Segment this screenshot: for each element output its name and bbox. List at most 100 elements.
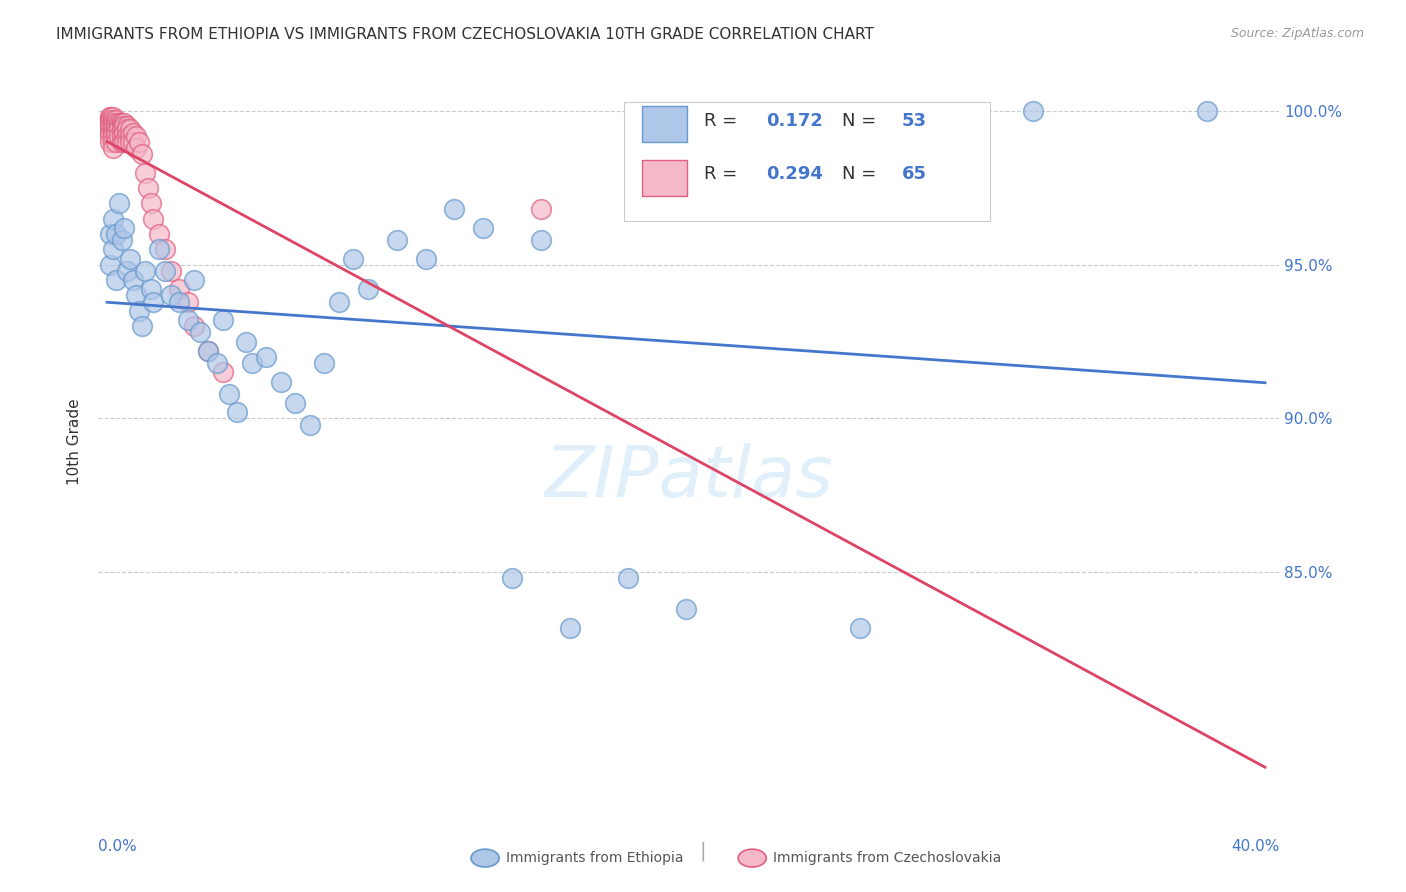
Point: [790, 202, 813, 217]
Point: [443, 202, 465, 217]
Point: [125, 128, 148, 143]
Point: [501, 571, 523, 585]
Point: [142, 211, 165, 226]
Point: [131, 319, 153, 334]
Point: [117, 120, 139, 134]
Point: [153, 264, 176, 278]
Point: [117, 264, 139, 278]
Point: [101, 243, 124, 257]
Point: [117, 128, 139, 143]
Point: [107, 116, 129, 130]
Point: [98, 110, 121, 124]
Point: [114, 120, 136, 134]
Point: [114, 116, 136, 130]
Point: [148, 227, 170, 241]
Text: Immigrants from Czechoslovakia: Immigrants from Czechoslovakia: [773, 851, 1001, 865]
Point: [385, 233, 408, 247]
Point: [218, 387, 240, 401]
Point: [120, 128, 142, 143]
Point: [183, 319, 205, 334]
Point: [848, 621, 870, 635]
Point: [205, 356, 228, 370]
Point: [212, 365, 235, 379]
Point: [101, 211, 124, 226]
Point: [128, 304, 150, 318]
Text: IMMIGRANTS FROM ETHIOPIA VS IMMIGRANTS FROM CZECHOSLOVAKIA 10TH GRADE CORRELATIO: IMMIGRANTS FROM ETHIOPIA VS IMMIGRANTS F…: [56, 27, 875, 42]
Point: [98, 120, 121, 134]
Text: 53: 53: [901, 112, 927, 130]
Point: [110, 122, 132, 136]
Point: [101, 135, 124, 149]
Point: [134, 264, 156, 278]
Text: 0.0%: 0.0%: [98, 838, 138, 854]
Point: [98, 227, 121, 241]
Text: 0.172: 0.172: [766, 112, 823, 130]
Point: [472, 220, 495, 235]
Point: [101, 141, 124, 155]
Point: [136, 181, 159, 195]
Point: [120, 122, 142, 136]
Text: Immigrants from Ethiopia: Immigrants from Ethiopia: [506, 851, 683, 865]
Point: [188, 326, 211, 340]
Point: [1022, 103, 1045, 118]
Text: |: |: [700, 841, 706, 861]
Point: [128, 135, 150, 149]
Point: [142, 294, 165, 309]
Point: [98, 258, 121, 272]
Point: [617, 571, 640, 585]
Point: [197, 343, 219, 358]
Point: [183, 273, 205, 287]
Bar: [641, 160, 686, 196]
Point: [104, 273, 127, 287]
Point: [122, 126, 145, 140]
Point: [107, 128, 129, 143]
Point: [159, 264, 181, 278]
Point: [169, 282, 191, 296]
Point: [177, 294, 200, 309]
Point: [98, 126, 121, 140]
Point: [110, 128, 132, 143]
Point: [254, 350, 277, 364]
FancyBboxPatch shape: [624, 102, 990, 221]
Point: [131, 147, 153, 161]
Point: [284, 396, 307, 410]
Point: [177, 313, 200, 327]
Point: [104, 128, 127, 143]
Point: [530, 233, 553, 247]
Point: [114, 220, 136, 235]
Point: [104, 116, 127, 130]
Text: 40.0%: 40.0%: [1232, 838, 1279, 854]
Point: [139, 196, 162, 211]
Point: [148, 243, 170, 257]
Text: 65: 65: [901, 165, 927, 183]
Point: [104, 126, 127, 140]
Point: [122, 135, 145, 149]
Point: [98, 116, 121, 130]
Point: [342, 252, 364, 266]
Point: [240, 356, 263, 370]
Y-axis label: 10th Grade: 10th Grade: [67, 398, 83, 485]
Point: [125, 288, 148, 302]
Point: [117, 135, 139, 149]
Point: [270, 375, 292, 389]
Text: N =: N =: [842, 165, 877, 183]
Point: [212, 313, 235, 327]
Point: [107, 196, 129, 211]
Point: [675, 602, 697, 616]
Point: [122, 273, 145, 287]
Point: [314, 356, 336, 370]
Point: [101, 120, 124, 134]
Point: [1197, 103, 1219, 118]
Point: [235, 334, 257, 349]
Point: [120, 135, 142, 149]
Point: [107, 120, 129, 134]
Point: [98, 110, 121, 124]
Bar: [641, 105, 686, 142]
Text: ZIPatlas: ZIPatlas: [544, 443, 834, 512]
Point: [98, 128, 121, 143]
Point: [104, 135, 127, 149]
Point: [98, 122, 121, 136]
Point: [101, 122, 124, 136]
Point: [356, 282, 378, 296]
Text: Source: ZipAtlas.com: Source: ZipAtlas.com: [1230, 27, 1364, 40]
